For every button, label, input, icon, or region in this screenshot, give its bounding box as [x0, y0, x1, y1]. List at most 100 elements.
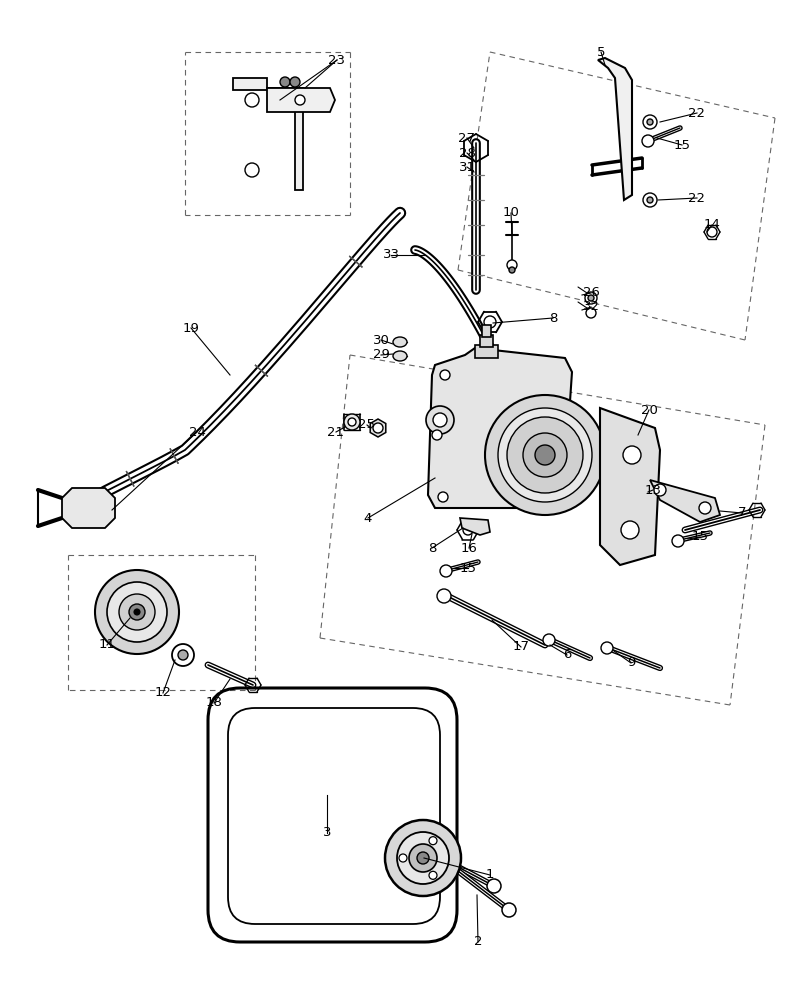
Circle shape: [134, 609, 139, 615]
Polygon shape: [267, 88, 335, 112]
Circle shape: [428, 871, 436, 879]
Circle shape: [344, 414, 359, 430]
Circle shape: [620, 521, 638, 539]
Text: 12: 12: [154, 686, 171, 700]
Circle shape: [646, 197, 652, 203]
Circle shape: [129, 604, 145, 620]
Text: 15: 15: [691, 530, 708, 544]
Text: 2: 2: [473, 935, 482, 948]
Circle shape: [587, 295, 594, 301]
Circle shape: [431, 430, 441, 440]
Text: 8: 8: [427, 542, 436, 554]
Text: 9: 9: [626, 656, 634, 670]
Circle shape: [440, 565, 452, 577]
Circle shape: [653, 484, 665, 496]
Text: 26: 26: [581, 286, 599, 300]
Circle shape: [622, 446, 640, 464]
Text: 30: 30: [372, 334, 389, 347]
Text: 3: 3: [322, 826, 331, 839]
Circle shape: [508, 267, 514, 273]
Circle shape: [584, 292, 596, 304]
Circle shape: [119, 594, 155, 630]
Text: 11: 11: [98, 639, 115, 652]
Text: 10: 10: [502, 207, 519, 220]
Text: 21: 21: [327, 426, 344, 438]
Text: 4: 4: [363, 512, 371, 524]
Circle shape: [642, 115, 656, 129]
Circle shape: [348, 418, 355, 426]
Polygon shape: [597, 58, 631, 200]
Circle shape: [409, 844, 436, 872]
Circle shape: [397, 832, 448, 884]
Polygon shape: [599, 408, 659, 565]
Ellipse shape: [393, 351, 406, 361]
Circle shape: [398, 854, 406, 862]
Text: 15: 15: [672, 139, 689, 152]
Text: 13: 13: [644, 484, 661, 496]
Circle shape: [543, 634, 554, 646]
Polygon shape: [233, 78, 303, 190]
Polygon shape: [460, 518, 489, 535]
Circle shape: [245, 163, 259, 177]
Text: 27: 27: [458, 132, 475, 145]
Text: 14: 14: [702, 219, 719, 232]
Circle shape: [642, 135, 653, 147]
Circle shape: [426, 406, 453, 434]
Polygon shape: [649, 480, 719, 522]
Text: 18: 18: [205, 696, 222, 710]
Circle shape: [417, 852, 428, 864]
Text: 8: 8: [548, 312, 556, 324]
Circle shape: [372, 423, 383, 433]
Polygon shape: [62, 488, 115, 528]
Circle shape: [642, 193, 656, 207]
Text: 22: 22: [688, 107, 705, 120]
Text: 23: 23: [328, 54, 345, 67]
Text: 6: 6: [562, 648, 570, 662]
Circle shape: [646, 119, 652, 125]
Circle shape: [294, 95, 305, 105]
Circle shape: [172, 644, 194, 666]
Text: 15: 15: [459, 562, 476, 574]
Text: 5: 5: [596, 46, 604, 59]
Polygon shape: [427, 348, 571, 508]
Circle shape: [432, 413, 446, 427]
Circle shape: [497, 408, 591, 502]
Text: 28: 28: [458, 147, 475, 160]
Circle shape: [506, 260, 517, 270]
Text: 31: 31: [458, 161, 475, 174]
Circle shape: [280, 77, 290, 87]
Text: 16: 16: [460, 542, 477, 554]
Ellipse shape: [393, 337, 406, 347]
Text: 19: 19: [182, 322, 200, 334]
Circle shape: [506, 417, 582, 493]
Circle shape: [440, 370, 449, 380]
Circle shape: [290, 77, 299, 87]
Text: 32: 32: [581, 300, 599, 314]
Circle shape: [428, 837, 436, 845]
Text: 33: 33: [382, 248, 399, 261]
Circle shape: [586, 308, 595, 318]
Text: 20: 20: [640, 403, 657, 416]
Polygon shape: [474, 345, 497, 358]
Circle shape: [462, 525, 473, 535]
Circle shape: [483, 316, 496, 328]
Text: 7: 7: [737, 506, 745, 520]
Text: 1: 1: [485, 868, 494, 881]
Circle shape: [384, 820, 461, 896]
Circle shape: [487, 879, 500, 893]
Text: 24: 24: [188, 426, 205, 438]
Circle shape: [107, 582, 167, 642]
Circle shape: [698, 502, 710, 514]
Text: 25: 25: [358, 418, 375, 432]
Circle shape: [437, 492, 448, 502]
Circle shape: [706, 227, 716, 237]
Circle shape: [672, 535, 683, 547]
Circle shape: [484, 395, 604, 515]
Circle shape: [245, 93, 259, 107]
Circle shape: [95, 570, 178, 654]
Polygon shape: [482, 325, 491, 337]
Circle shape: [178, 650, 188, 660]
Polygon shape: [479, 335, 492, 347]
Text: 29: 29: [372, 349, 389, 361]
Circle shape: [534, 445, 554, 465]
